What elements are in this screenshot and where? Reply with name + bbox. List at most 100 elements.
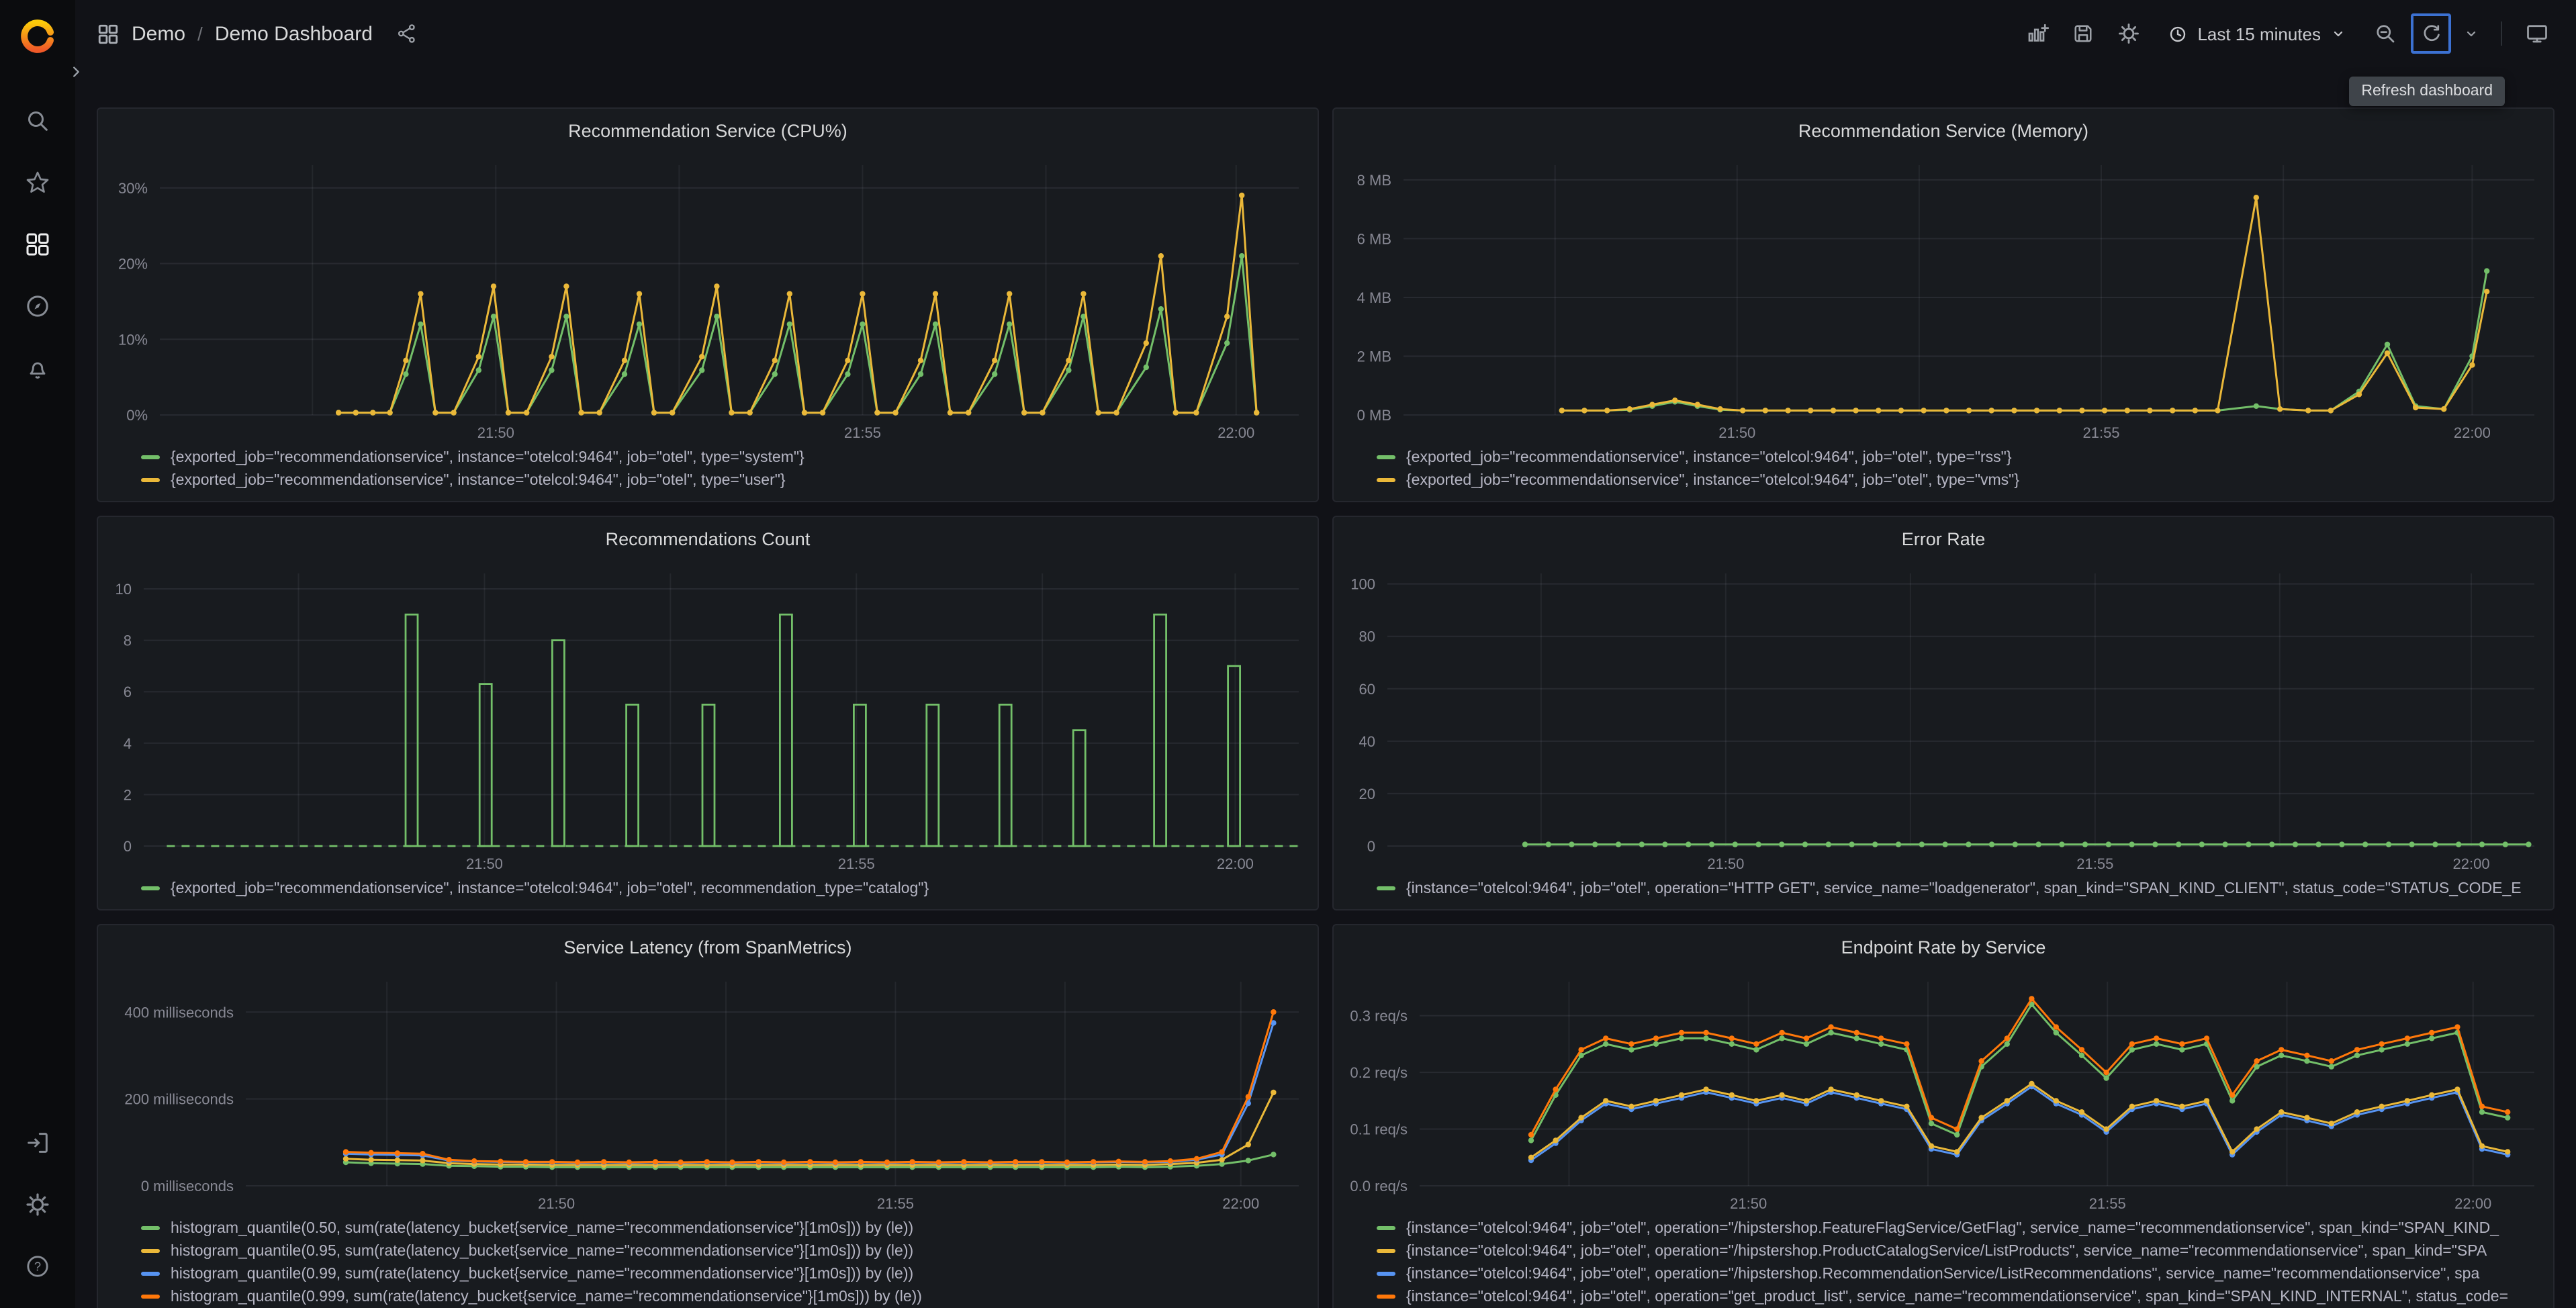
chart-canvas[interactable]: 0 2 4 6 8 10 21:50 21:55 22:00 (98, 560, 1318, 876)
sidebar-item-explore[interactable] (0, 275, 75, 337)
y-axis-label: 0 (1367, 838, 1375, 855)
y-axis-label: 40 (1359, 733, 1375, 750)
legend-marker (141, 1295, 160, 1299)
panel-chart-area[interactable]: 0 20 40 60 80 100 21:50 21:55 22:00 (1334, 560, 2553, 876)
sidebar-item-search[interactable] (0, 90, 75, 152)
panel-title: Recommendation Service (Memory) (1798, 120, 2089, 140)
x-axis-label: 22:00 (2453, 855, 2490, 872)
bar (853, 703, 867, 847)
series-user (336, 192, 1260, 416)
top-bar: Demo / Demo Dashboard Last 15 minutes (75, 0, 2576, 86)
expand-sidebar-button[interactable] (63, 59, 87, 83)
legend-item[interactable]: {exported_job="recommendationservice", i… (141, 469, 1304, 492)
legend-label: {exported_job="recommendationservice", i… (171, 449, 804, 465)
y-axis-label: 8 MB (1357, 172, 1391, 189)
legend-item[interactable]: {exported_job="recommendationservice", i… (141, 877, 1304, 900)
time-range-picker[interactable]: Last 15 minutes (2154, 13, 2360, 54)
dashboard-settings-button[interactable] (2109, 13, 2149, 54)
breadcrumb-section[interactable]: Demo (132, 22, 186, 45)
legend-item[interactable]: {instance="otelcol:9464", job="otel", op… (1377, 1240, 2540, 1262)
panel-header[interactable]: Recommendation Service (Memory) (1334, 109, 2553, 152)
legend-item[interactable]: {exported_job="recommendationservice", i… (1377, 446, 2540, 469)
bar (998, 703, 1013, 847)
legend-label: histogram_quantile(0.50, sum(rate(latenc… (171, 1220, 914, 1236)
y-axis-label: 0.2 req/s (1350, 1064, 1408, 1081)
y-axis-label: 80 (1359, 628, 1375, 645)
sidebar-item-sign-in[interactable] (0, 1112, 75, 1174)
bar (551, 639, 565, 847)
series-p999 (342, 1009, 1277, 1166)
zoom-out-icon (2377, 25, 2395, 43)
zoom-out-time-button[interactable] (2365, 13, 2405, 54)
chart-canvas[interactable]: 0.0 req/s 0.1 req/s 0.2 req/s 0.3 req/s 21:5… (1334, 968, 2553, 1215)
x-axis-label: 22:00 (1217, 424, 1254, 441)
series-ListProducts (1528, 1080, 2511, 1160)
panel-header[interactable]: Recommendations Count (98, 517, 1318, 560)
y-axis-label: 0 milliseconds (141, 1178, 234, 1195)
sidebar-item-help[interactable]: ? (0, 1235, 75, 1297)
apps-grid-icon[interactable] (97, 22, 120, 45)
y-axis-label: 2 (124, 786, 132, 803)
panel-chart-area[interactable]: 0 2 4 6 8 10 21:50 21:55 22:00 (98, 560, 1318, 876)
panel-error-rate: Error Rate 0 20 40 60 80 100 21:50 21:55 22:00 {… (1332, 516, 2555, 910)
y-axis-label: 0.0 req/s (1350, 1178, 1408, 1195)
tv-kiosk-mode-button[interactable] (2517, 13, 2557, 54)
panel-legend: {instance="otelcol:9464", job="otel", op… (1334, 1215, 2553, 1308)
bar (779, 613, 793, 847)
x-axis-label: 21:55 (2082, 424, 2119, 441)
sidebar-item-starred[interactable] (0, 152, 75, 214)
legend-marker (1377, 1272, 1395, 1276)
panel-header[interactable]: Endpoint Rate by Service (1334, 925, 2553, 968)
panel-chart-area[interactable]: 0% 10% 20% 30% 21:50 21:55 22:00 (98, 152, 1318, 445)
y-axis-label: 6 MB (1357, 230, 1391, 247)
y-axis-label: 20% (118, 256, 148, 273)
panel-chart-area[interactable]: 0 MB 2 MB 4 MB 6 MB 8 MB 21:50 21:55 22:00 (1334, 152, 2553, 445)
legend-item[interactable]: {instance="otelcol:9464", job="otel", op… (1377, 1285, 2540, 1308)
chart-canvas[interactable]: 0 20 40 60 80 100 21:50 21:55 22:00 (1334, 560, 2553, 876)
grafana-logo-icon[interactable] (20, 19, 55, 60)
legend-item[interactable]: histogram_quantile(0.95, sum(rate(latenc… (141, 1240, 1304, 1262)
breadcrumb-separator: / (197, 23, 203, 44)
legend-item[interactable]: {instance="otelcol:9464", job="otel", op… (1377, 1217, 2540, 1240)
sign-in-icon (28, 1133, 48, 1153)
legend-item[interactable]: histogram_quantile(0.999, sum(rate(laten… (141, 1285, 1304, 1308)
refresh-interval-dropdown[interactable] (2456, 13, 2486, 54)
panel-chart-area[interactable]: 0.0 req/s 0.1 req/s 0.2 req/s 0.3 req/s 21:5… (1334, 968, 2553, 1215)
refresh-dashboard-button[interactable] (2411, 13, 2451, 54)
x-axis-label: 22:00 (2454, 1195, 2491, 1212)
legend-marker (1377, 1249, 1395, 1253)
legend-item[interactable]: histogram_quantile(0.99, sum(rate(latenc… (141, 1262, 1304, 1285)
series-get_product_list (1528, 996, 2511, 1138)
sidebar-item-alerting[interactable] (0, 337, 75, 399)
share-dashboard-button[interactable] (387, 13, 428, 54)
legend-label: histogram_quantile(0.95, sum(rate(latenc… (171, 1243, 914, 1259)
panel-chart-area[interactable]: 0 milliseconds 200 milliseconds 400 millis… (98, 968, 1318, 1215)
legend-item[interactable]: {instance="otelcol:9464", job="otel", op… (1377, 1262, 2540, 1285)
legend-item[interactable]: {exported_job="recommendationservice", i… (1377, 469, 2540, 492)
dashboards-grid-icon (26, 233, 49, 256)
sidebar-item-dashboards[interactable] (0, 214, 75, 275)
chart-canvas[interactable]: 0 milliseconds 200 milliseconds 400 millis… (98, 968, 1318, 1215)
legend-label: {instance="otelcol:9464", job="otel", op… (1406, 1243, 2487, 1259)
panel-header[interactable]: Recommendation Service (CPU%) (98, 109, 1318, 152)
y-axis-label: 200 milliseconds (124, 1091, 234, 1108)
panel-header[interactable]: Service Latency (from SpanMetrics) (98, 925, 1318, 968)
y-axis-label: 4 MB (1357, 289, 1391, 306)
chart-canvas[interactable]: 0% 10% 20% 30% 21:50 21:55 22:00 (98, 152, 1318, 445)
breadcrumb-dashboard[interactable]: Demo Dashboard (214, 22, 373, 45)
save-dashboard-button[interactable] (2063, 13, 2103, 54)
panel-header[interactable]: Error Rate (1334, 517, 2553, 560)
legend-item[interactable]: {instance="otelcol:9464", job="otel", op… (1377, 877, 2540, 900)
chart-grid: 0.0 req/s 0.1 req/s 0.2 req/s 0.3 req/s 21:5… (1350, 982, 2534, 1212)
series-rss (1559, 268, 2490, 414)
legend-item[interactable]: histogram_quantile(0.50, sum(rate(latenc… (141, 1217, 1304, 1240)
series-p99 (342, 1020, 1277, 1166)
sidebar-item-configuration[interactable] (0, 1174, 75, 1235)
chart-canvas[interactable]: 0 MB 2 MB 4 MB 6 MB 8 MB 21:50 21:55 22:00 (1334, 152, 2553, 445)
legend-marker (141, 478, 160, 482)
legend-item[interactable]: {exported_job="recommendationservice", i… (141, 446, 1304, 469)
bar (404, 613, 419, 847)
add-panel-button[interactable] (2017, 13, 2058, 54)
panel-title: Error Rate (1901, 528, 1986, 549)
